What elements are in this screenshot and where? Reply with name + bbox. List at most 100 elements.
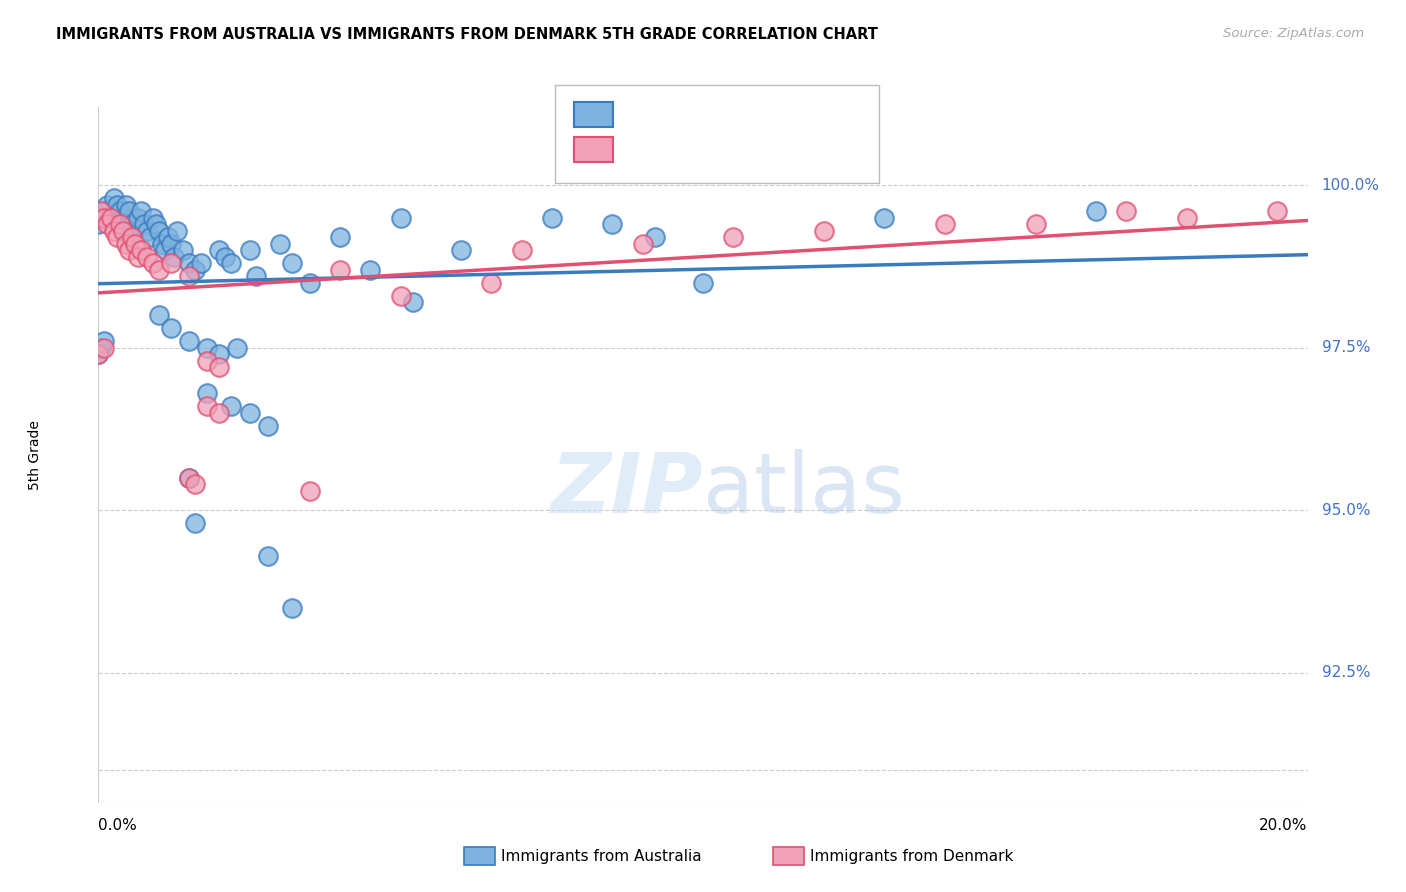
Point [108,204,131,219]
Point [93,334,115,348]
Text: 5th Grade: 5th Grade [28,420,42,490]
Point [129,204,152,219]
Point [402,295,425,310]
Point [692,276,714,290]
Point [96,197,118,211]
Point [150,236,173,251]
Point [208,347,231,361]
Point [281,600,304,615]
Point [184,477,207,491]
Point [87,347,110,361]
Point [195,353,218,368]
Text: 95.0%: 95.0% [1322,503,1369,517]
Point [269,236,291,251]
Point [184,516,207,531]
Point [1267,204,1289,219]
Point [179,471,201,485]
Point [214,250,236,264]
Point [329,230,352,244]
Point [179,334,201,348]
Point [111,211,134,225]
Point [153,243,176,257]
Point [602,217,624,231]
Point [873,211,896,225]
Point [121,230,143,244]
Point [124,224,146,238]
Point [121,217,143,231]
Point [148,308,170,322]
Point [256,549,278,563]
Point [90,341,112,355]
Point [93,341,115,355]
Point [142,256,165,270]
Point [723,230,745,244]
Point [1085,204,1108,219]
Text: Source: ZipAtlas.com: Source: ZipAtlas.com [1223,27,1364,40]
Point [93,211,115,225]
Point [299,276,322,290]
Point [145,217,167,231]
Point [631,236,654,251]
Point [148,262,170,277]
Point [221,399,243,413]
Point [208,360,231,375]
Point [118,204,141,219]
Point [195,399,218,413]
Point [148,224,170,238]
Point [93,204,115,219]
Point [90,204,112,219]
Point [934,217,956,231]
Point [221,256,243,270]
Point [108,217,131,231]
Point [160,256,183,270]
Point [96,217,118,231]
Point [139,230,162,244]
Point [105,230,128,244]
Point [172,243,194,257]
Point [179,471,201,485]
Point [156,230,179,244]
Text: R = 0.219   N = 41: R = 0.219 N = 41 [621,143,778,157]
Text: atlas: atlas [703,450,904,530]
Point [160,236,183,251]
Point [132,217,155,231]
Point [111,224,134,238]
Point [1175,211,1198,225]
Point [256,418,278,433]
Point [184,262,207,277]
Text: 92.5%: 92.5% [1322,665,1369,681]
Point [208,406,231,420]
Text: 100.0%: 100.0% [1322,178,1379,193]
Point [190,256,212,270]
Point [179,269,201,284]
Point [87,211,110,225]
Point [510,243,533,257]
Point [135,224,157,238]
Point [103,191,125,205]
Point [124,236,146,251]
Point [239,406,262,420]
Point [135,250,157,264]
Point [245,269,267,284]
Point [114,197,136,211]
Point [389,288,412,302]
Point [87,217,110,231]
Point [166,224,188,238]
Text: Immigrants from Denmark: Immigrants from Denmark [810,849,1014,863]
Text: 97.5%: 97.5% [1322,340,1369,355]
Text: IMMIGRANTS FROM AUSTRALIA VS IMMIGRANTS FROM DENMARK 5TH GRADE CORRELATION CHART: IMMIGRANTS FROM AUSTRALIA VS IMMIGRANTS … [56,27,879,42]
Point [239,243,262,257]
Point [540,211,562,225]
Point [163,250,186,264]
Point [281,256,304,270]
Text: 0.0%: 0.0% [98,818,138,832]
Point [103,224,125,238]
Point [114,236,136,251]
Point [127,211,149,225]
Text: 20.0%: 20.0% [1260,818,1308,832]
Point [360,262,382,277]
Point [329,262,352,277]
Point [118,243,141,257]
Point [389,211,412,225]
Point [105,197,128,211]
